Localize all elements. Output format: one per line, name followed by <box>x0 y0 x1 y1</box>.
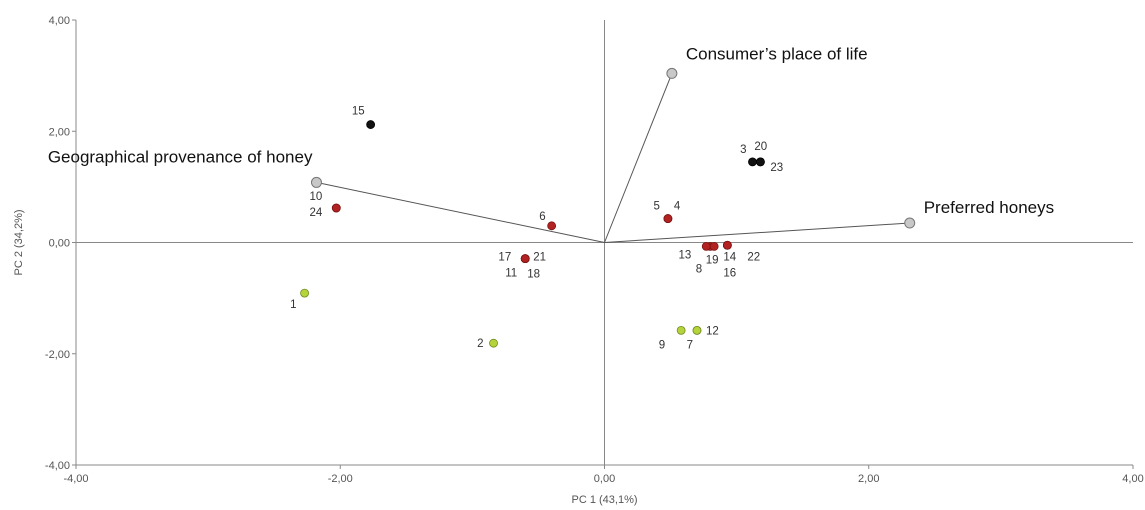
point-label: 19 <box>706 254 719 266</box>
vector-label: Consumer’s place of life <box>686 44 868 63</box>
score-point <box>300 288 309 298</box>
point-label: 20 <box>754 141 767 153</box>
point-label: 24 <box>309 207 322 219</box>
axes: -4,00-4,00 -2,00 -2,00 0,00 0,00 2,00 2,00 4,00… <box>45 15 1144 485</box>
point-label: 7 <box>687 339 693 351</box>
x-tick-label: 0,00 <box>594 473 615 485</box>
vector-endpoint <box>310 176 322 188</box>
score-point <box>489 338 498 348</box>
point-label: 11 <box>505 268 517 280</box>
point-label: 2 <box>477 338 483 350</box>
score-point <box>547 221 557 231</box>
score-point <box>692 325 702 335</box>
point-label: 9 <box>659 339 665 351</box>
vector-label: Preferred honeys <box>924 198 1054 217</box>
score-point <box>366 120 376 129</box>
point-label: 6 <box>539 211 545 223</box>
y-tick-label: 4,00 <box>49 15 70 27</box>
point-label: 4 <box>674 201 681 213</box>
point-label: 10 <box>309 191 322 203</box>
vector-label: Geographical provenance of honey <box>48 147 313 166</box>
point-label: 5 <box>654 201 660 213</box>
y-tick-label: -2,00 <box>45 349 70 361</box>
point-label: 21 <box>533 252 546 264</box>
y-tick-label: 2,00 <box>49 126 70 138</box>
score-point <box>722 240 732 250</box>
score-point <box>756 157 765 167</box>
x-tick-label: -2,00 <box>328 473 353 485</box>
y-axis-title: PC 2 (34,2%) <box>13 209 25 275</box>
score-point <box>331 203 341 213</box>
x-tick-label: 4,00 <box>1122 473 1143 485</box>
point-label: 23 <box>770 162 783 174</box>
point-label: 15 <box>352 106 365 118</box>
point-label: 13 <box>678 249 691 261</box>
score-point <box>701 241 711 251</box>
point-label: 22 <box>747 251 760 263</box>
vector-line <box>604 73 673 243</box>
vector-endpoint <box>904 217 916 229</box>
x-tick-label: 2,00 <box>858 473 879 485</box>
vector-line <box>316 181 605 243</box>
x-axis-title: PC 1 (43,1%) <box>571 494 637 506</box>
vector-line <box>604 222 910 243</box>
score-point <box>748 157 757 167</box>
point-label: 18 <box>527 269 540 281</box>
point-label: 3 <box>740 144 746 156</box>
point-label: 17 <box>498 252 511 264</box>
score-point <box>676 325 686 335</box>
point-label: 12 <box>706 325 719 337</box>
score-point <box>520 254 530 264</box>
x-tick-label: -4,00 <box>63 473 88 485</box>
point-label: 1 <box>290 299 296 311</box>
vector-endpoint <box>666 67 678 79</box>
point-label: 8 <box>696 263 702 275</box>
score-points <box>300 120 765 348</box>
point-label: 14 <box>723 251 736 263</box>
y-tick-label: 0,00 <box>49 238 70 250</box>
y-tick-label: -4,00 <box>45 460 70 472</box>
score-point <box>663 214 673 223</box>
loading-vectors: Consumer’s place of life Geographical pro… <box>48 44 1054 243</box>
point-label: 16 <box>723 267 736 279</box>
score-point <box>709 241 719 251</box>
